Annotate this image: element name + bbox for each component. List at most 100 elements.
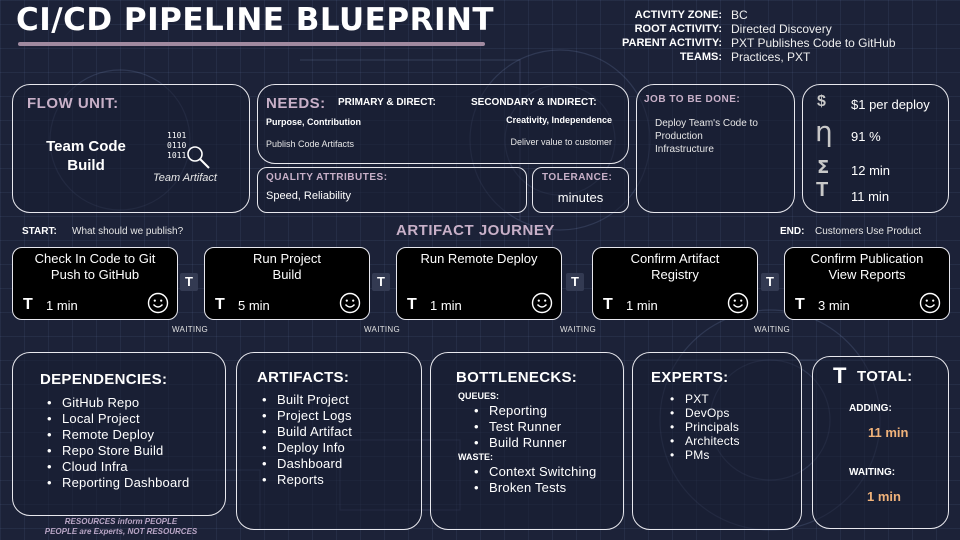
svg-text:0110: 0110 [167,141,186,150]
tolerance-label: TOLERANCE: [542,172,613,183]
list-item: Reporting [474,403,567,419]
stage-card-5[interactable]: Confirm Publication View Reports T 3 min [784,247,950,320]
job-label: JOB TO BE DONE: [644,94,741,105]
dependencies-title: DEPENDENCIES: [40,371,168,388]
list-item-continuation: Reports [262,472,352,488]
stage-name-line2: Build [272,267,302,282]
bottlenecks-title: BOTTLENECKS: [456,369,578,386]
quality-attributes-card: QUALITY ATTRIBUTES: Speed, Reliability [257,167,527,213]
queues-list: Reporting Test Runner Build Runner [471,403,567,451]
secondary-values: Creativity, Independence [506,115,612,125]
primary-detail: Publish Code Artifacts [266,139,355,149]
adding-value: 11 min [868,425,909,440]
list-item: PMs [670,448,740,462]
footnote-line2: PEOPLE are Experts, NOT RESOURCES [44,527,198,536]
stage-card-3[interactable]: Run Remote Deploy T 1 min [396,247,562,320]
transition-icon: T [180,273,198,291]
stage-name-line1: Check In Code to Git [34,251,156,266]
flow-unit-name: Team Code Build [27,137,145,175]
list-item: PXT [670,392,740,406]
stage-time: 1 min [46,298,78,313]
resources-footnote: RESOURCES inform PEOPLE PEOPLE are Exper… [26,517,216,537]
flow-unit-icon-caption: Team Artifact [153,172,217,184]
meta-values: BC Directed Discovery PXT Publishes Code… [731,8,951,64]
teams-label: TEAMS: [679,51,722,63]
transition-icon: T [761,273,779,291]
list-item: Broken Tests [474,480,596,496]
cost-value: $1 per deploy [851,97,930,112]
list-item: Build Runner [474,435,567,451]
smiley-icon [919,292,941,314]
waiting-value: 1 min [867,489,901,504]
flow-unit-name-line1: Team Code [46,138,126,155]
start-label: START: [22,226,57,237]
list-item: Context Switching [474,464,596,480]
total-card: T TOTAL: ADDING: 11 min WAITING: 1 min [812,356,949,529]
stage-time: 5 min [238,298,270,313]
time-value: 11 min [851,189,890,204]
job-to-be-done-card: JOB TO BE DONE: Deploy Team's Code to Pr… [636,84,795,213]
list-item: Principals [670,420,740,434]
total-title: TOTAL: [857,368,913,385]
end-label: END: [780,226,805,237]
flow-unit-label: FLOW UNIT: [27,95,119,112]
queues-label: QUEUES: [458,391,500,401]
tau-icon: T [816,179,829,201]
dependencies-list: GitHub Repo Local Project Remote Deploy … [44,395,189,491]
dependencies-card: DEPENDENCIES: GitHub Repo Local Project … [12,352,226,516]
stage-name-line2: Registry [651,267,699,282]
stage-name-line1: Run Project [253,251,321,266]
list-item: Test Runner [474,419,567,435]
list-item: GitHub Repo [47,395,189,411]
adding-label: ADDING: [849,403,892,414]
tolerance-value: minutes [557,190,604,205]
stage-card-1[interactable]: Check In Code to Git Push to GitHub T 1 … [12,247,178,320]
transition-icon: T [372,273,390,291]
page-title: CI/CD PIPELINE BLUEPRINT [16,2,495,38]
smiley-icon [531,292,553,314]
stage-time: 1 min [626,298,658,313]
journey-title: ARTIFACT JOURNEY [396,222,555,239]
list-item: Cloud Infra [47,459,189,475]
waste-list: Context Switching Broken Tests [471,464,596,496]
stage-name: Confirm Artifact Registry [597,251,753,283]
stage-time-icon: T [603,296,613,313]
parent-activity-value: PXT Publishes Code to GitHub [731,36,896,50]
job-line2: Production [655,131,703,142]
parent-activity-label: PARENT ACTIVITY: [621,37,722,49]
metrics-card: $ $1 per deploy η 91 % Σ 12 min T 11 min [802,84,949,213]
stage-time: 3 min [818,298,850,313]
stage-name-line1: Run Remote Deploy [420,251,538,266]
waiting-label: WAITING [560,325,597,334]
sigma-icon: Σ [817,157,830,178]
tolerance-card: TOLERANCE: minutes [532,167,629,213]
stage-name-line1: Confirm Publication [810,251,924,266]
list-item: Built Project [262,392,352,408]
needs-label: NEEDS: [266,95,326,112]
stage-name: Confirm Publication View Reports [789,251,945,283]
job-text: Deploy Team's Code to Production Infrast… [655,117,758,156]
stage-time: 1 min [430,298,462,313]
efficiency-value: 91 % [851,129,881,144]
stage-name-line2: View Reports [828,267,906,282]
activity-zone-label: ACTIVITY ZONE: [634,9,722,21]
list-item: Local Project [47,411,189,427]
list-item: Project Logs [262,408,352,424]
stage-time-icon: T [23,296,33,313]
smiley-icon [339,292,361,314]
start-text: What should we publish? [72,226,184,237]
smiley-icon [147,292,169,314]
flow-unit-card: FLOW UNIT: Team Code Build 1101 0110 101… [12,84,250,213]
stage-card-2[interactable]: Run Project Build T 5 min [204,247,370,320]
eta-icon: η [815,115,833,148]
stage-name: Check In Code to Git Push to GitHub [17,251,173,283]
smiley-icon [727,292,749,314]
list-item: DevOps [670,406,740,420]
activity-zone-value: BC [731,8,748,22]
stage-card-4[interactable]: Confirm Artifact Registry T 1 min [592,247,758,320]
quality-value: Speed, Reliability [266,190,351,202]
waiting-label: WAITING [754,325,791,334]
root-activity-value: Directed Discovery [731,22,832,36]
transition-icon: T [566,273,584,291]
stage-name-line1: Confirm Artifact [630,251,720,266]
